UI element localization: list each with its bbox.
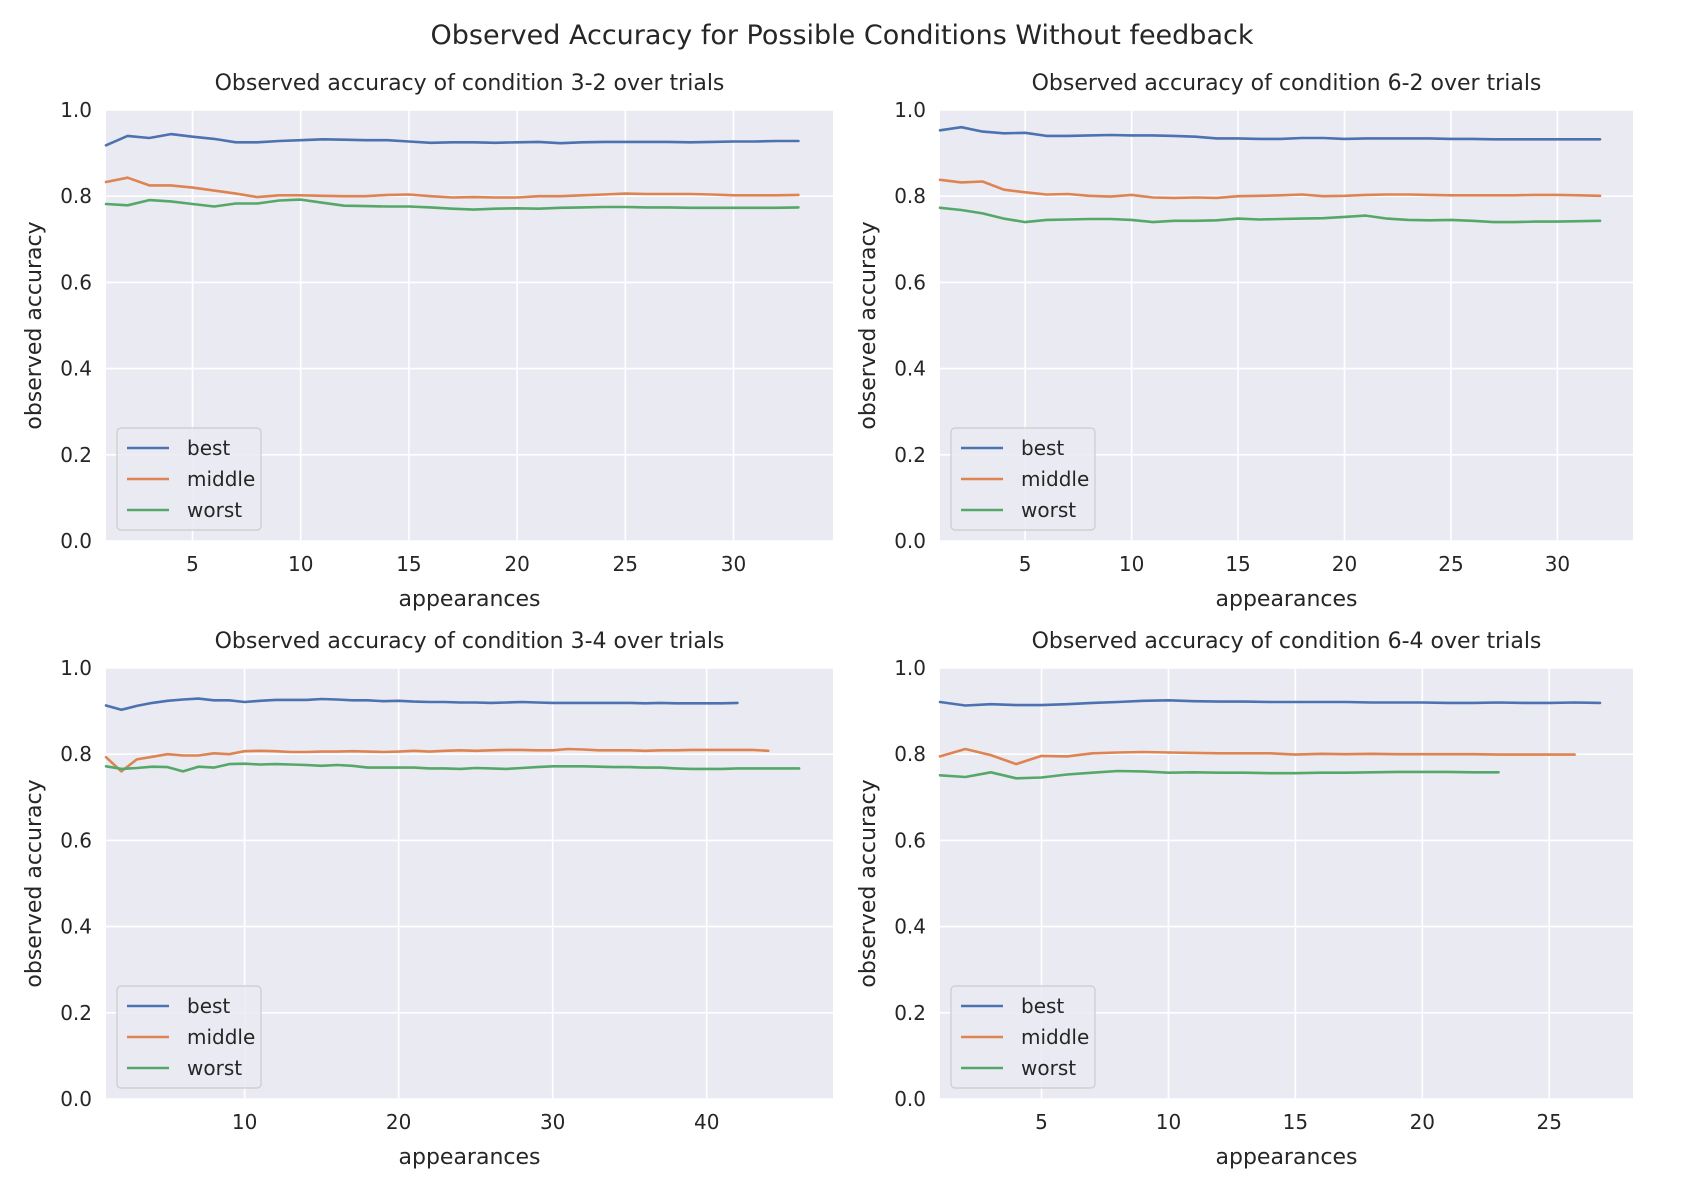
x-tick-label: 25 xyxy=(1438,552,1463,576)
y-axis-label: observed accuracy xyxy=(856,221,881,429)
series-line-middle xyxy=(104,176,800,199)
series-line-middle xyxy=(938,178,1602,200)
y-axis-label: observed accuracy xyxy=(22,779,47,987)
series-line-worst xyxy=(104,198,800,211)
series-line-best xyxy=(938,125,1602,141)
y-tick-label: 0.0 xyxy=(894,529,926,553)
legend-label-best: best xyxy=(1021,436,1064,460)
legend-label-middle: middle xyxy=(1021,1025,1089,1049)
subplots: 0.0 0.2 0.4 0.6 0.8 1.0 5 10 15 20 25 30 Observed ac… xyxy=(22,71,1633,1170)
subplot-4: 0.0 0.2 0.4 0.6 0.8 1.0 5 10 15 20 25 Observed accu… xyxy=(856,629,1633,1170)
y-tick-label: 0.6 xyxy=(60,270,92,294)
y-tick-label: 0.0 xyxy=(60,1087,92,1111)
legend-label-middle: middle xyxy=(187,467,255,491)
y-tick-label: 0.2 xyxy=(60,1001,92,1025)
legend: best middle worst xyxy=(116,985,262,1089)
y-tick-label: 0.4 xyxy=(894,915,926,939)
y-tick-label: 1.0 xyxy=(894,98,926,122)
x-tick-label: 15 xyxy=(1283,1110,1308,1134)
y-tick-label: 0.4 xyxy=(894,357,926,381)
x-tick-label: 20 xyxy=(504,552,529,576)
legend: best middle worst xyxy=(950,427,1096,531)
legend-label-middle: middle xyxy=(187,1025,255,1049)
y-tick-label: 0.6 xyxy=(60,828,92,852)
legend-label-worst: worst xyxy=(187,1056,242,1080)
y-tick-label: 0.0 xyxy=(60,529,92,553)
x-tick-label: 15 xyxy=(1225,552,1250,576)
legend-label-best: best xyxy=(187,436,230,460)
x-tick-label: 20 xyxy=(1410,1110,1435,1134)
legend-box xyxy=(950,427,1096,531)
subplot-title: Observed accuracy of condition 3-2 over … xyxy=(215,71,725,96)
y-tick-label: 0.2 xyxy=(894,443,926,467)
y-tick-label: 0.8 xyxy=(60,184,92,208)
legend-label-worst: worst xyxy=(1021,498,1076,522)
series-line-best xyxy=(104,697,739,712)
x-axis-label: appearances xyxy=(399,1145,541,1170)
y-tick-label: 1.0 xyxy=(60,98,92,122)
x-tick-label: 10 xyxy=(232,1110,257,1134)
series-line-best xyxy=(104,132,800,147)
legend-label-middle: middle xyxy=(1021,467,1089,491)
subplot-3: 0.0 0.2 0.4 0.6 0.8 1.0 10 20 30 40 Observed accur… xyxy=(22,629,833,1170)
x-tick-label: 30 xyxy=(1545,552,1570,576)
figure-title: Observed Accuracy for Possible Condition… xyxy=(431,20,1254,51)
y-tick-label: 0.8 xyxy=(60,742,92,766)
legend: best middle worst xyxy=(116,427,262,531)
y-tick-label: 0.8 xyxy=(894,184,926,208)
legend-label-worst: worst xyxy=(187,498,242,522)
x-tick-label: 20 xyxy=(386,1110,411,1134)
subplot-1: 0.0 0.2 0.4 0.6 0.8 1.0 5 10 15 20 25 30 Observed ac… xyxy=(22,71,833,612)
y-tick-label: 0.2 xyxy=(894,1001,926,1025)
x-tick-label: 30 xyxy=(721,552,746,576)
x-tick-label: 20 xyxy=(1332,552,1357,576)
legend-label-best: best xyxy=(1021,994,1064,1018)
series-line-middle xyxy=(104,747,770,773)
y-axis-label: observed accuracy xyxy=(22,221,47,429)
y-tick-label: 1.0 xyxy=(894,656,926,680)
series-line-worst xyxy=(938,206,1602,224)
x-tick-label: 10 xyxy=(1119,552,1144,576)
y-tick-label: 0.2 xyxy=(60,443,92,467)
x-tick-label: 30 xyxy=(540,1110,565,1134)
series-line-middle xyxy=(938,747,1576,766)
subplot-title: Observed accuracy of condition 3-4 over … xyxy=(215,629,725,654)
y-tick-label: 0.8 xyxy=(894,742,926,766)
x-tick-label: 5 xyxy=(1019,552,1032,576)
legend-label-worst: worst xyxy=(1021,1056,1076,1080)
x-tick-label: 5 xyxy=(1035,1110,1048,1134)
y-tick-label: 0.6 xyxy=(894,270,926,294)
series-line-worst xyxy=(104,762,801,773)
x-tick-label: 40 xyxy=(694,1110,719,1134)
legend-box xyxy=(116,427,262,531)
x-tick-label: 15 xyxy=(396,552,421,576)
y-tick-label: 0.0 xyxy=(894,1087,926,1111)
legend-label-best: best xyxy=(187,994,230,1018)
legend-box xyxy=(950,985,1096,1089)
x-tick-label: 5 xyxy=(186,552,199,576)
x-axis-label: appearances xyxy=(1216,1145,1358,1170)
y-tick-label: 1.0 xyxy=(60,656,92,680)
subplot-title: Observed accuracy of condition 6-4 over … xyxy=(1032,629,1542,654)
x-tick-label: 25 xyxy=(1537,1110,1562,1134)
series-line-worst xyxy=(938,769,1500,780)
x-tick-label: 10 xyxy=(1156,1110,1181,1134)
legend-box xyxy=(116,985,262,1089)
y-axis-label: observed accuracy xyxy=(856,779,881,987)
x-axis-label: appearances xyxy=(1216,587,1358,612)
x-axis-label: appearances xyxy=(399,587,541,612)
x-tick-label: 10 xyxy=(288,552,313,576)
y-tick-label: 0.4 xyxy=(60,915,92,939)
x-tick-label: 25 xyxy=(613,552,638,576)
subplot-title: Observed accuracy of condition 6-2 over … xyxy=(1032,71,1542,96)
subplot-2: 0.0 0.2 0.4 0.6 0.8 1.0 5 10 15 20 25 30 Observed ac… xyxy=(856,71,1633,612)
legend: best middle worst xyxy=(950,985,1096,1089)
y-tick-label: 0.6 xyxy=(894,828,926,852)
y-tick-label: 0.4 xyxy=(60,357,92,381)
series-line-best xyxy=(938,698,1602,707)
